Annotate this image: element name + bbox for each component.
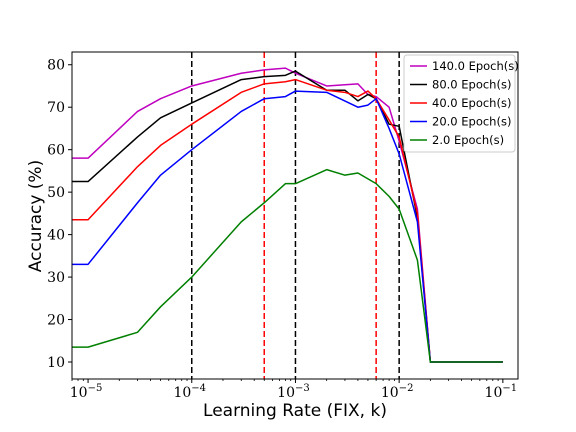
legend: 140.0 Epoch(s) 80.0 Epoch(s) 40.0 Epoch(s)… [403, 54, 519, 153]
series-lines [72, 67, 503, 363]
legend-label-4: 2.0 Epoch(s) [432, 133, 504, 147]
reference-lines [191, 52, 400, 379]
series-line-3 [72, 90, 503, 363]
y-tick-label: 50 [47, 185, 65, 201]
y-axis: 10 20 30 40 50 60 70 80 [47, 58, 72, 371]
y-tick-label: 70 [47, 100, 65, 116]
x-tick-label: 10−4 [173, 383, 206, 401]
y-tick-label: 40 [47, 228, 65, 244]
series-line-2 [72, 78, 503, 363]
x-axis: 10−5 10−4 10−3 10−2 10−1 [70, 379, 517, 401]
x-axis-label: Learning Rate (FIX, k) [203, 401, 387, 421]
legend-label-0: 140.0 Epoch(s) [432, 59, 519, 73]
legend-label-2: 40.0 Epoch(s) [432, 96, 511, 110]
y-tick-label: 20 [47, 313, 65, 329]
x-tick-label: 10−3 [277, 383, 310, 401]
y-tick-label: 30 [47, 270, 65, 286]
y-tick-label: 60 [47, 143, 65, 159]
legend-label-1: 80.0 Epoch(s) [432, 78, 511, 92]
x-tick-label: 10−2 [381, 383, 414, 401]
y-tick-label: 10 [47, 355, 65, 371]
x-tick-label: 10−1 [485, 383, 518, 401]
x-tick-label: 10−5 [70, 383, 103, 401]
y-tick-label: 80 [47, 58, 65, 74]
series-line-4 [72, 168, 503, 363]
legend-box [403, 54, 516, 153]
series-line-0 [72, 67, 503, 363]
y-axis-label: Accuracy (%) [26, 160, 46, 272]
legend-label-3: 20.0 Epoch(s) [432, 115, 511, 129]
